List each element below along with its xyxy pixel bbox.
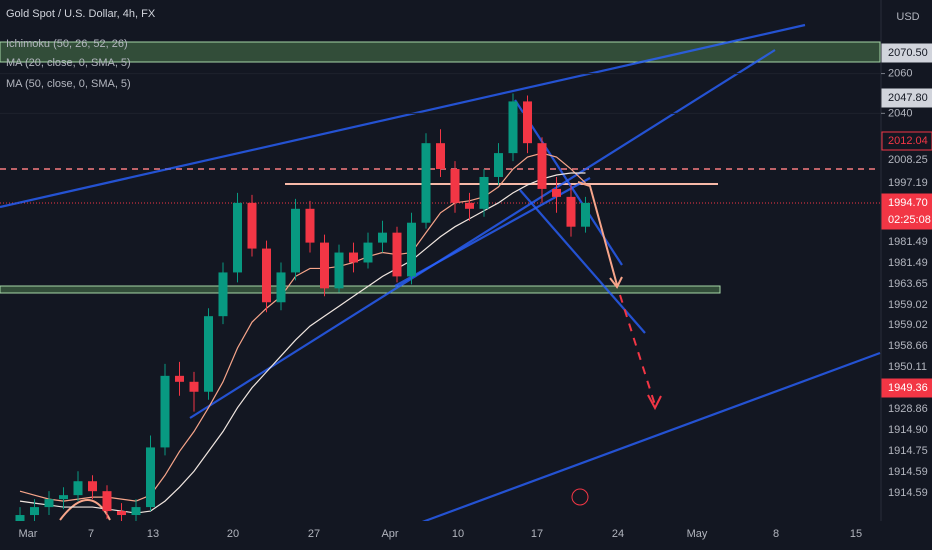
- price-label-box: [881, 210, 932, 230]
- x-tick-label: 10: [452, 528, 464, 540]
- indicator-label: MA (50, close, 0, SMA, 5): [6, 78, 131, 90]
- candle-body: [102, 491, 112, 512]
- price-label: 1914.59: [888, 487, 928, 499]
- price-label-box: [881, 43, 932, 63]
- indicator-label: MA (20, close, 0, SMA, 5): [6, 57, 131, 69]
- price-label: 2070.50: [888, 47, 928, 59]
- supply-zone: [0, 41, 881, 63]
- candle-body: [523, 101, 532, 144]
- event-icon: [571, 488, 589, 506]
- candle-body: [44, 499, 54, 508]
- price-label: 1928.86: [888, 403, 928, 415]
- candle-body: [581, 202, 590, 227]
- candle-body: [204, 316, 213, 392]
- x-tick-label: May: [687, 528, 708, 540]
- price-label: 2008.25: [888, 154, 928, 166]
- candle-body: [450, 169, 460, 203]
- price-label: 1914.90: [888, 424, 928, 436]
- price-label: 1949.36: [888, 382, 928, 394]
- time-axis: [0, 521, 932, 550]
- price-label: 1994.70: [888, 197, 928, 209]
- price-label: 1950.11: [888, 361, 927, 373]
- x-tick-label: 20: [227, 528, 239, 540]
- x-tick-label: 8: [773, 528, 779, 540]
- candle-body: [508, 101, 518, 154]
- candle-body: [305, 208, 315, 243]
- price-label: 02:25:08: [888, 214, 931, 226]
- candle-body: [291, 208, 300, 273]
- candle-body: [537, 143, 547, 189]
- y-tick-label: 2040: [888, 107, 912, 119]
- candle-body: [465, 202, 474, 209]
- moving-average: [19, 152, 586, 502]
- candle-body: [407, 222, 416, 277]
- y-tick-label: 2060: [888, 67, 912, 79]
- x-tick-label: 27: [308, 528, 320, 540]
- candle-body: [378, 232, 387, 243]
- candle-body: [494, 153, 503, 177]
- x-tick-label: 24: [612, 528, 624, 540]
- x-tick-label: Apr: [381, 528, 398, 540]
- symbol-title: Gold Spot / U.S. Dollar, 4h, FX: [6, 8, 156, 20]
- candle-body: [233, 202, 242, 273]
- candle-body: [392, 232, 402, 277]
- x-tick-label: 7: [88, 528, 94, 540]
- dashed-arrow: [619, 294, 656, 406]
- candle-body: [247, 202, 257, 249]
- moving-average: [19, 172, 586, 514]
- price-label: 1981.49: [888, 236, 928, 248]
- candle-body: [349, 252, 358, 263]
- candle-body: [262, 248, 271, 303]
- candle-body: [160, 375, 170, 448]
- price-label: 2012.04: [888, 135, 928, 147]
- candle-body: [189, 381, 199, 392]
- candle-body: [334, 252, 344, 289]
- price-label-box: [881, 378, 932, 398]
- drawings: [0, 23, 881, 547]
- price-label: 1958.66: [888, 340, 928, 352]
- candle-body: [117, 511, 126, 516]
- candle-body: [566, 196, 576, 227]
- candle-body: [421, 143, 431, 223]
- candle-body: [175, 375, 184, 382]
- price-label: 1914.75: [888, 445, 928, 457]
- arc: [59, 499, 111, 521]
- trend-lines: [0, 23, 881, 547]
- x-tick-label: Mar: [19, 528, 38, 540]
- candle-body: [73, 481, 83, 496]
- candle-body: [30, 507, 39, 516]
- candle-body: [363, 242, 373, 263]
- indicator-label: Ichimoku (50, 26, 52, 26): [6, 38, 128, 50]
- price-label: 1981.49: [888, 257, 928, 269]
- arrow: [577, 181, 618, 286]
- price-label: 1914.59: [888, 466, 928, 478]
- candle-body: [436, 143, 445, 170]
- price-label: 1963.65: [888, 278, 928, 290]
- price-label: 2047.80: [888, 92, 928, 104]
- candle-body: [131, 507, 141, 516]
- demand-zone: [0, 285, 721, 294]
- candle-body: [59, 495, 68, 500]
- x-tick-label: 17: [531, 528, 543, 540]
- price-label-box: [881, 131, 932, 151]
- candle-body: [88, 481, 97, 492]
- price-label-box: [881, 88, 932, 108]
- candle-body: [146, 447, 155, 508]
- price-label: 1959.02: [888, 319, 928, 331]
- price-label: 1959.02: [888, 299, 928, 311]
- candle-body: [218, 272, 228, 317]
- x-tick-label: 15: [850, 528, 862, 540]
- candle-body: [276, 272, 286, 303]
- candle-body: [320, 242, 329, 289]
- price-label: 1997.19: [888, 177, 928, 189]
- currency: USD: [896, 11, 919, 23]
- candle-body: [479, 176, 489, 209]
- plot: [0, 73, 880, 535]
- x-tick-label: 13: [147, 528, 159, 540]
- candle-body: [552, 188, 561, 197]
